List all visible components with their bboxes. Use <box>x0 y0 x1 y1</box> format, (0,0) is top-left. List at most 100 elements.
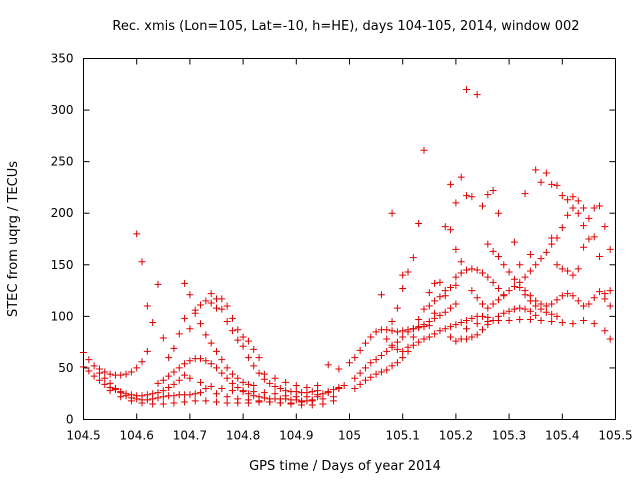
data-point <box>377 352 385 360</box>
data-point <box>447 323 455 331</box>
data-point <box>468 314 476 322</box>
data-point <box>388 341 396 349</box>
data-point <box>532 261 540 269</box>
data-point <box>122 370 130 378</box>
x-tick-label: 105.5 <box>598 429 632 443</box>
data-point <box>175 330 183 338</box>
data-point <box>239 388 247 396</box>
data-point <box>494 253 502 261</box>
data-point <box>494 316 502 324</box>
data-point <box>601 327 609 335</box>
data-point <box>558 292 566 300</box>
data-point <box>138 399 146 407</box>
data-point <box>447 283 455 291</box>
data-point <box>526 307 534 315</box>
data-point <box>234 395 242 403</box>
data-point <box>191 306 199 314</box>
data-point <box>330 393 338 401</box>
data-point <box>207 382 215 390</box>
data-point <box>399 354 407 362</box>
data-point <box>494 285 502 293</box>
plot-frame <box>83 58 616 420</box>
data-point <box>542 302 550 310</box>
data-point <box>101 374 109 382</box>
data-point <box>239 342 247 350</box>
data-point <box>553 181 561 189</box>
data-point <box>399 347 407 355</box>
data-point <box>260 389 268 397</box>
x-tick-label: 104.8 <box>226 429 260 443</box>
data-point <box>558 224 566 232</box>
data-point <box>213 390 220 398</box>
data-point <box>383 335 391 343</box>
data-point <box>149 400 157 408</box>
x-tick-label: 105 <box>338 429 361 443</box>
data-point <box>415 338 423 346</box>
data-point <box>213 398 220 406</box>
data-point <box>90 372 98 380</box>
data-point <box>367 359 375 367</box>
data-point <box>489 247 497 255</box>
data-point <box>143 396 151 404</box>
data-point <box>415 220 423 228</box>
data-point <box>463 316 471 324</box>
data-point <box>111 385 119 393</box>
data-point <box>564 211 572 219</box>
data-point <box>521 273 529 281</box>
x-tick-label: 104.9 <box>279 429 313 443</box>
data-point <box>516 315 524 323</box>
data-point <box>468 333 476 341</box>
data-point <box>234 326 242 334</box>
data-point <box>564 267 572 275</box>
data-point <box>101 380 109 388</box>
data-point <box>484 318 492 326</box>
data-point <box>244 390 252 398</box>
data-point <box>420 305 428 313</box>
data-point <box>175 364 183 372</box>
data-point <box>154 280 162 288</box>
data-point <box>420 323 428 331</box>
data-point <box>170 368 178 376</box>
data-point <box>202 385 210 393</box>
data-point <box>383 366 391 374</box>
data-point <box>228 327 236 335</box>
data-point <box>537 300 545 308</box>
data-point <box>127 397 135 405</box>
data-point <box>127 368 135 376</box>
data-point <box>580 316 588 324</box>
data-point <box>234 374 242 382</box>
data-point <box>367 333 375 341</box>
data-point <box>574 209 582 217</box>
data-point <box>255 354 263 362</box>
data-point <box>447 226 455 234</box>
data-point <box>436 311 444 319</box>
data-point <box>393 328 401 336</box>
data-point <box>393 338 401 346</box>
data-point <box>569 193 577 201</box>
data-point <box>282 378 290 386</box>
data-point <box>106 370 114 378</box>
data-point <box>372 370 380 378</box>
data-point <box>186 291 194 299</box>
data-point <box>505 268 513 276</box>
data-point <box>452 300 460 308</box>
data-point <box>314 391 322 399</box>
data-point <box>606 245 614 253</box>
data-point <box>606 302 614 310</box>
data-point <box>383 347 391 355</box>
data-point <box>553 261 561 269</box>
data-point <box>431 309 439 317</box>
data-point <box>335 385 343 393</box>
data-point <box>181 360 189 368</box>
data-point <box>585 300 593 308</box>
data-point <box>117 393 125 401</box>
data-point <box>452 337 460 345</box>
data-point <box>361 364 369 372</box>
data-point <box>441 223 449 231</box>
data-point <box>197 301 205 309</box>
data-point <box>558 192 566 200</box>
data-point <box>590 233 598 241</box>
data-point <box>356 369 364 377</box>
data-point <box>106 379 114 387</box>
y-tick-label: 100 <box>51 309 74 323</box>
